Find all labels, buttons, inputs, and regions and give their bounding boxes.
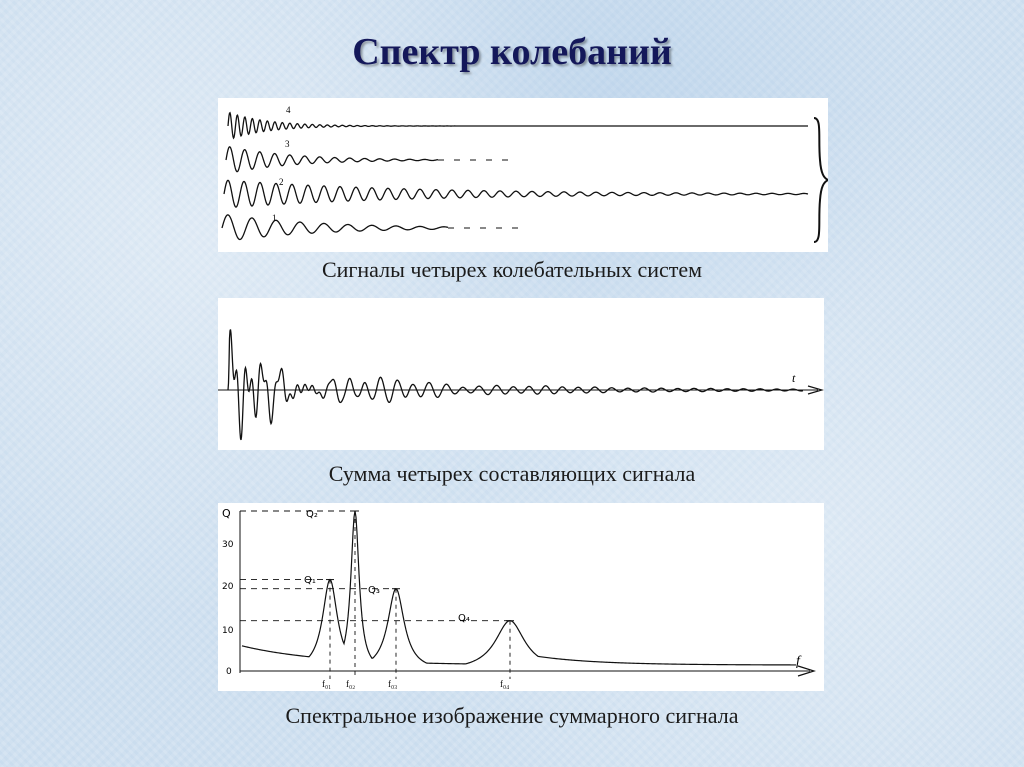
x-axis-arrow-icon bbox=[797, 665, 817, 677]
figure1-caption: Сигналы четырех колебательных систем bbox=[321, 257, 703, 282]
y-tick-label: 10 bbox=[222, 626, 234, 636]
signal-3-curve bbox=[225, 146, 439, 173]
time-axis-arrow-icon bbox=[807, 385, 824, 395]
freq-label-f01: f₀₁ bbox=[322, 679, 331, 689]
peak-label-q3: Q₃ bbox=[368, 585, 380, 596]
curve-label-3: 3 bbox=[285, 139, 290, 149]
signal-2-curve bbox=[223, 179, 809, 208]
x-axis-label: f bbox=[796, 654, 802, 669]
figure3-caption: Спектральное изображение суммарного сигн… bbox=[285, 703, 739, 728]
spectrum-plot: Q f 0 10 20 30 Q₁ Q₂ Q₃ Q₄ f₀₁ f₀₂ f₀₃ f… bbox=[222, 507, 817, 689]
brace-icon bbox=[813, 117, 828, 243]
sum-signal-curve bbox=[227, 329, 804, 441]
figure-sum-panel: t bbox=[218, 298, 824, 450]
peak-label-q4: Q₄ bbox=[458, 613, 470, 624]
curve-label-2: 2 bbox=[279, 177, 284, 187]
y-tick-label: 0 bbox=[226, 667, 232, 677]
signal-4-curve bbox=[227, 111, 808, 140]
spectrum-marks bbox=[240, 510, 796, 679]
signal-1-curve bbox=[221, 214, 449, 241]
figure2-caption: Сумма четырех составляющих сигнала bbox=[328, 461, 696, 486]
y-tick-label: 30 bbox=[222, 540, 234, 550]
y-tick-label: 20 bbox=[222, 582, 234, 592]
peak-label-q1: Q₁ bbox=[304, 575, 316, 586]
curve-label-4: 4 bbox=[286, 105, 291, 115]
sum-plot: t bbox=[218, 329, 824, 441]
freq-label-f03: f₀₃ bbox=[388, 679, 397, 689]
slide-title: Спектр колебаний bbox=[352, 31, 672, 73]
peak-label-q2: Q₂ bbox=[306, 509, 318, 520]
y-axis-label: Q bbox=[222, 507, 231, 520]
figure-signals-panel: 4 3 2 1 bbox=[218, 98, 828, 252]
freq-label-f04: f₀₄ bbox=[500, 679, 509, 689]
curve-label-1: 1 bbox=[272, 213, 277, 223]
spectrum-curve bbox=[241, 510, 796, 666]
signals-plot: 4 3 2 1 bbox=[221, 105, 828, 243]
time-axis-label: t bbox=[792, 371, 796, 385]
figure-spectrum-panel: Q f 0 10 20 30 Q₁ Q₂ Q₃ Q₄ f₀₁ f₀₂ f₀₃ f… bbox=[218, 503, 824, 691]
freq-label-f02: f₀₂ bbox=[346, 679, 355, 689]
